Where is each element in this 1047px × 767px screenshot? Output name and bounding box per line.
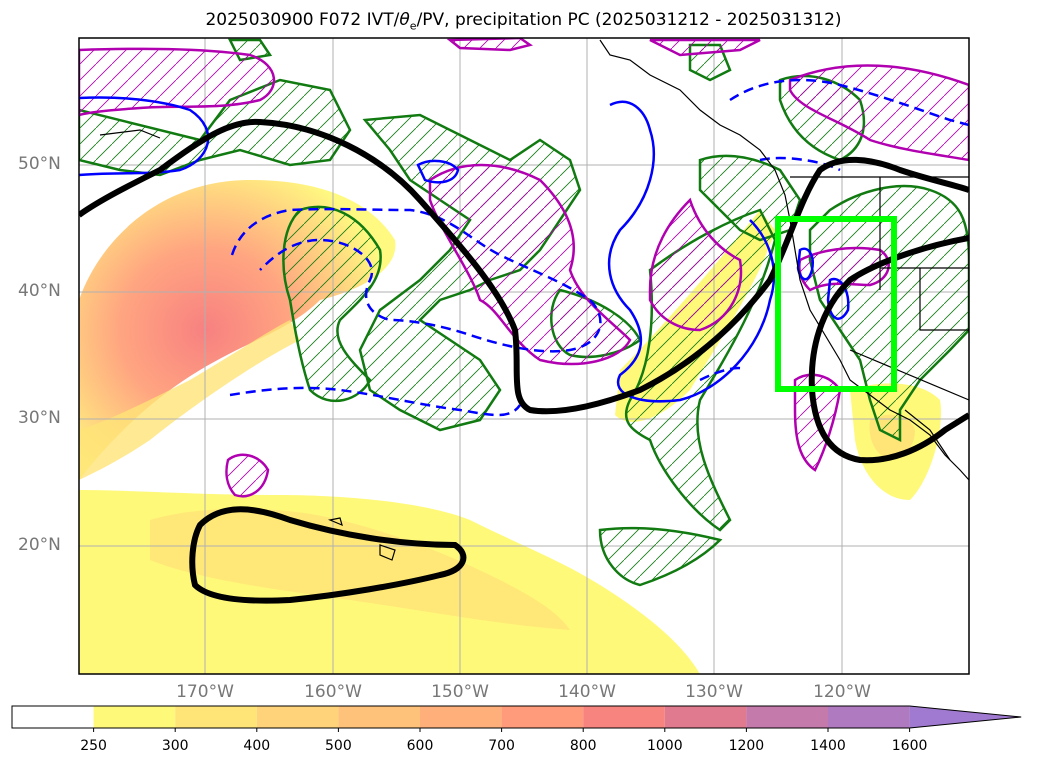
lat-label-30n: 30°N [18, 408, 61, 428]
colorbar-segment [93, 706, 176, 728]
pv-regions [79, 38, 969, 498]
colorbar-tick-label: 700 [488, 738, 515, 754]
colorbar-tick-label: 600 [406, 738, 434, 754]
colorbar-tick-label: 300 [161, 738, 189, 754]
lon-label-160w: 160°W [304, 682, 362, 702]
colorbar-tick-label: 1000 [646, 738, 683, 754]
colorbar-tick-label: 400 [243, 738, 271, 754]
theta-e-solid [79, 96, 850, 403]
lon-label-170w: 170°W [176, 682, 234, 702]
colorbar-tick-label: 800 [569, 738, 597, 754]
lon-label-140w: 140°W [558, 682, 616, 702]
colorbar-extend-arrow [909, 706, 1022, 728]
target-region-box [775, 216, 897, 392]
colorbar-tick-label: 1400 [810, 738, 846, 754]
colorbar-segment [746, 706, 828, 728]
map-title: 2025030900 F072 IVT/θe/PV, precipitation… [205, 10, 842, 33]
lat-label-50n: 50°N [18, 154, 61, 174]
colorbar-tick-label: 1200 [728, 738, 765, 754]
colorbar-segment [828, 706, 910, 728]
lon-label-150w: 150°W [431, 682, 489, 702]
colorbar-segment [420, 706, 502, 728]
colorbar-segment [256, 706, 339, 728]
colorbar-outline [11, 705, 1022, 729]
colorbar-segment [12, 706, 94, 728]
colorbar-tick-label: 1600 [891, 738, 928, 754]
colorbar-segment [583, 706, 665, 728]
colorbar-segment [175, 706, 257, 728]
weather-map [78, 37, 970, 675]
ivt-contours [79, 118, 969, 604]
map-frame [78, 37, 970, 675]
lat-label-20n: 20°N [18, 535, 61, 555]
colorbar-segment [501, 706, 584, 728]
colorbar [11, 705, 1022, 732]
lon-label-130w: 130°W [685, 682, 743, 702]
colorbar-segment [664, 706, 747, 728]
lon-label-120w: 120°W [813, 682, 871, 702]
colorbar-tick-label: 500 [325, 738, 352, 754]
colorbar-tick-label: 250 [80, 738, 107, 754]
lat-label-40n: 40°N [18, 281, 61, 301]
colorbar-segment [338, 706, 420, 728]
